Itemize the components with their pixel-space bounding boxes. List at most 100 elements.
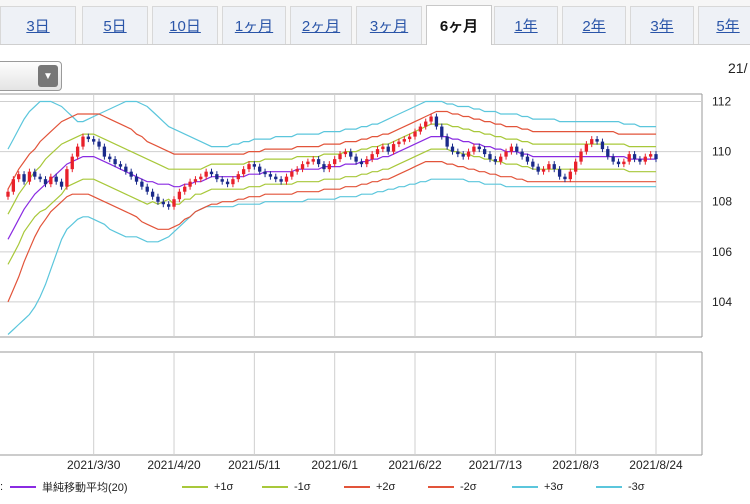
candle-body xyxy=(295,169,299,172)
tab-5[interactable]: 2ヶ月 xyxy=(290,6,352,44)
legend-label: -2σ xyxy=(460,481,477,493)
candle-body xyxy=(204,171,208,177)
tab-11[interactable]: 5年 xyxy=(698,6,750,44)
chart-type-dropdown[interactable]: ▼ xyxy=(0,61,62,91)
candle-body xyxy=(429,116,433,122)
tab-4[interactable]: 1ヶ月 xyxy=(222,6,286,44)
legend-item: +1σ xyxy=(182,478,233,496)
legend-swatch xyxy=(428,486,454,488)
tab-8[interactable]: 1年 xyxy=(494,6,558,44)
tab-9[interactable]: 2年 xyxy=(562,6,626,44)
candle-body xyxy=(466,151,471,157)
candle-body xyxy=(27,171,32,182)
candle-body xyxy=(268,174,273,177)
candle-body xyxy=(531,161,535,167)
legend-label: -1σ xyxy=(294,481,311,493)
candle-body xyxy=(6,191,10,197)
x-tick-label: 2021/7/13 xyxy=(469,458,523,472)
candle-body xyxy=(611,156,615,162)
candle-body xyxy=(70,156,74,170)
legend-swatch xyxy=(10,486,36,488)
candle-body xyxy=(488,154,492,160)
candle-body xyxy=(290,171,294,177)
candle-body xyxy=(22,174,26,182)
series-line-3 xyxy=(7,178,656,335)
candle-body xyxy=(354,156,358,162)
candle-body xyxy=(225,181,230,185)
legend-label: -3σ xyxy=(628,481,645,493)
tab-10[interactable]: 3年 xyxy=(630,6,694,44)
candle-body xyxy=(124,166,128,172)
y-tick-label: 108 xyxy=(712,195,732,209)
series-line-1 xyxy=(7,123,656,215)
candle-body xyxy=(263,171,267,175)
tab-7[interactable]: 6ヶ月 xyxy=(426,5,492,45)
candle-body xyxy=(482,149,487,155)
candle-body xyxy=(167,204,171,207)
series-line-20 xyxy=(7,136,656,240)
candle-body xyxy=(349,151,353,157)
candle-body xyxy=(461,154,465,157)
candle-body xyxy=(418,126,423,132)
candle-body xyxy=(563,176,567,180)
candle-body xyxy=(386,146,390,152)
chevron-down-icon[interactable]: ▼ xyxy=(38,65,58,87)
y-tick-label: 106 xyxy=(712,245,732,259)
candle-body xyxy=(536,166,540,172)
candle-body xyxy=(108,156,112,160)
candle-body xyxy=(456,151,460,155)
candle-body xyxy=(306,161,310,165)
x-tick-label: 2021/6/22 xyxy=(388,458,442,472)
x-tick-label: 2021/8/24 xyxy=(629,458,683,472)
tab-6[interactable]: 3ヶ月 xyxy=(356,6,422,44)
candle-body xyxy=(413,131,417,137)
candle-body xyxy=(81,136,85,147)
candle-body xyxy=(54,176,58,182)
x-tick-label: 2021/8/3 xyxy=(552,458,599,472)
candle-body xyxy=(359,161,364,165)
legend-swatch xyxy=(344,486,370,488)
candle-body xyxy=(632,154,637,160)
candle-body xyxy=(557,169,562,177)
candle-body xyxy=(43,179,48,185)
x-tick-label: 2021/3/30 xyxy=(67,458,121,472)
candle-body xyxy=(375,149,380,155)
candle-body xyxy=(316,159,321,165)
band-lines xyxy=(7,100,656,335)
candle-body xyxy=(333,159,337,165)
candle-body xyxy=(97,141,101,147)
series-line-2 xyxy=(7,110,656,190)
candle-body xyxy=(183,186,187,192)
candle-body xyxy=(627,154,631,162)
candle-body xyxy=(370,154,374,160)
candle-body xyxy=(220,179,224,182)
candle-body xyxy=(407,136,412,140)
tab-2[interactable]: 5日 xyxy=(82,6,148,44)
candle-body xyxy=(493,159,497,162)
candle-body xyxy=(156,196,160,202)
candle-body xyxy=(327,164,331,170)
candle-body xyxy=(391,144,396,152)
candle-body xyxy=(92,139,96,142)
candle-body xyxy=(322,164,326,170)
tab-1[interactable]: 3日 xyxy=(0,6,76,44)
x-tick-label: 2021/4/20 xyxy=(147,458,201,472)
candle-body xyxy=(199,176,203,180)
candle-body xyxy=(247,164,251,170)
candle-body xyxy=(177,191,182,200)
tab-3[interactable]: 10日 xyxy=(152,6,218,44)
candle-body xyxy=(397,141,401,145)
candle-body xyxy=(118,164,123,167)
candle-body xyxy=(520,151,524,157)
candle-body xyxy=(606,149,610,157)
candle-body xyxy=(574,161,578,172)
legend-prefix: : xyxy=(0,481,4,493)
candle-body xyxy=(129,171,133,177)
candle-body xyxy=(616,161,621,165)
candle-body xyxy=(231,179,235,185)
candle-body xyxy=(279,179,283,182)
candle-body xyxy=(274,176,278,180)
candle-body xyxy=(472,146,476,152)
legend-item: -1σ xyxy=(262,478,311,496)
legend-label: +1σ xyxy=(214,481,234,493)
